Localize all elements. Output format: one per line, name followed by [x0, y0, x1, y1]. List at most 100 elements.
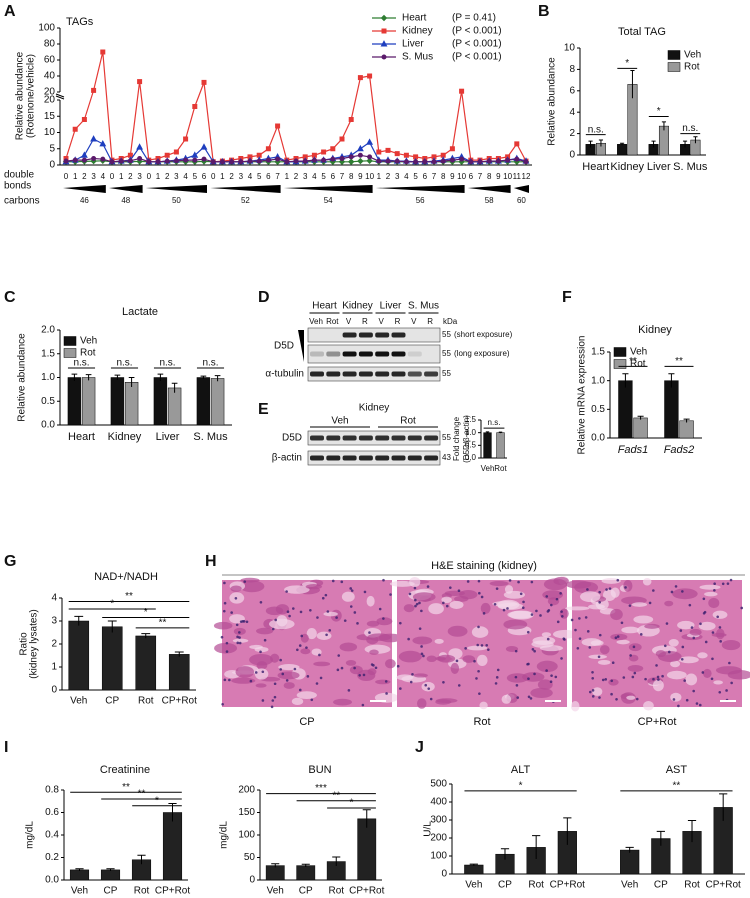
bar [658, 125, 669, 156]
x-tick-label: CP [654, 880, 668, 891]
y-tick-label: 50 [244, 852, 256, 863]
nucleus [321, 596, 325, 600]
nucleus [298, 644, 302, 647]
legend-p-value: (P = 0.41) [452, 13, 496, 24]
significance-label: * [155, 795, 159, 806]
nucleus [316, 616, 319, 619]
tissue-texture [715, 666, 742, 675]
panel-letter: C [4, 289, 16, 306]
tissue-texture [403, 604, 415, 613]
x-tick-label: 7 [432, 172, 437, 181]
carbon-wedge [145, 185, 207, 193]
error-bar [301, 863, 310, 867]
blot-band [326, 455, 341, 461]
nucleus [457, 589, 461, 593]
point [164, 152, 170, 158]
chart-title: BUN [308, 764, 331, 776]
nucleus [652, 589, 655, 592]
error-bar [532, 835, 541, 860]
nucleus [378, 607, 382, 611]
nucleus [478, 591, 481, 595]
carbon-wedge [375, 185, 465, 193]
x-tick-label: 1 [220, 172, 225, 181]
nucleus [570, 618, 574, 622]
bar [124, 382, 139, 426]
blot-band [407, 455, 422, 461]
tissue-texture [256, 627, 274, 635]
nucleus [399, 687, 402, 690]
error-bar [498, 431, 503, 434]
nucleus [539, 614, 542, 617]
nucleus [514, 649, 518, 653]
panel-letter: G [4, 553, 16, 570]
point [99, 140, 107, 147]
point [284, 159, 290, 165]
nucleus [665, 622, 669, 625]
nucleus [236, 641, 240, 645]
nucleus [445, 604, 449, 608]
point [449, 146, 455, 152]
point [164, 158, 170, 164]
significance-label: * [144, 607, 148, 618]
tissue-texture [265, 606, 284, 616]
y-tick-label: 2.0 [41, 325, 55, 336]
y-tick-label: 100 [238, 830, 255, 841]
point [330, 146, 336, 152]
scale-bar [370, 700, 386, 702]
point [505, 157, 511, 163]
point [302, 158, 308, 164]
point [210, 159, 216, 165]
nucleus [683, 679, 686, 682]
row-label: α-tubulin [265, 369, 304, 380]
nucleus [274, 618, 277, 622]
nucleus [514, 675, 518, 679]
tissue-texture [623, 579, 633, 592]
row-label: D5D [282, 433, 302, 444]
legend-label: Rot [630, 359, 646, 370]
nucleus [239, 620, 243, 623]
nucleus [225, 650, 229, 653]
x-tick-label: 3 [91, 172, 96, 181]
point [173, 149, 179, 155]
x-tick-label: 3 [395, 172, 400, 181]
blot-band [342, 455, 357, 461]
nucleus [529, 697, 533, 700]
significance-label: n.s. [73, 358, 89, 369]
error-bar [682, 140, 688, 148]
carbon-wedge [283, 185, 373, 193]
nucleus [633, 671, 637, 675]
bar [296, 865, 316, 881]
point [440, 158, 446, 164]
bar [196, 377, 211, 426]
nucleus [473, 659, 476, 663]
nucleus [556, 620, 560, 624]
tissue-texture [608, 678, 619, 686]
tissue-texture [672, 588, 698, 600]
tissue-texture [366, 595, 375, 607]
blot-band [326, 351, 341, 357]
point [146, 159, 152, 165]
x-tick-label: CP [299, 886, 313, 897]
nucleus [426, 585, 430, 588]
tissue-texture [434, 638, 444, 644]
legend-swatch [667, 62, 681, 72]
significance-label: n.s. [159, 358, 175, 369]
bar [633, 417, 648, 439]
x-tick-label: CP+Rot [155, 886, 191, 897]
error-bar [114, 374, 121, 380]
point [514, 141, 520, 147]
nucleus [698, 703, 702, 707]
significance-label: * [519, 780, 523, 791]
bar [464, 864, 484, 875]
legend-label: Veh [684, 50, 701, 61]
x-tick-label: Rot [134, 886, 150, 897]
nucleus [306, 675, 310, 678]
panel-letter: B [538, 3, 550, 20]
significance-label: ** [332, 790, 340, 801]
blot-band [375, 351, 390, 357]
point [192, 157, 198, 163]
legend-p-value: (P < 0.001) [452, 39, 502, 50]
chart-title: TAGs [66, 16, 94, 28]
nucleus [296, 648, 299, 652]
x-tick-label: 10 [457, 172, 466, 181]
